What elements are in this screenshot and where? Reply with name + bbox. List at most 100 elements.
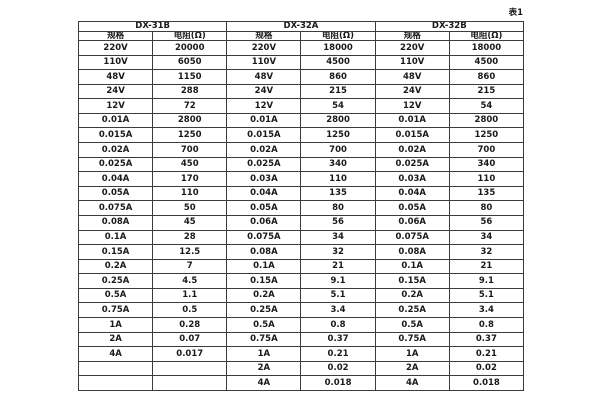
- resistance-cell: 21: [300, 258, 376, 275]
- resistance-cell: 170: [152, 171, 228, 187]
- spec-cell: 0.08A: [77, 214, 154, 231]
- spec-cell: 2A: [77, 331, 154, 348]
- resistance-column-header: 电阻(Ω): [300, 30, 376, 41]
- resistance-cell: 0.017: [152, 346, 228, 362]
- spec-column-header: 规格: [77, 30, 154, 41]
- spec-cell: 0.015A: [374, 127, 450, 144]
- spec-cell: 0.02A: [226, 142, 302, 158]
- spec-cell: 0.02A: [374, 142, 450, 158]
- resistance-cell: 2800: [448, 112, 525, 129]
- table-row: 0.02A 700 0.02A 700 0.02A 700: [77, 142, 525, 158]
- spec-cell: 48V: [226, 69, 302, 85]
- resistance-cell: 340: [448, 156, 525, 173]
- resistance-cell: 12.5: [152, 244, 228, 260]
- resistance-cell: 80: [300, 200, 376, 216]
- resistance-cell: 50: [152, 200, 228, 216]
- resistance-cell: 288: [152, 83, 228, 100]
- resistance-cell: 3.4: [300, 302, 376, 318]
- resistance-cell: 110: [448, 171, 525, 187]
- resistance-cell: 0.018: [300, 375, 376, 391]
- table-row: 0.015A 1250 0.015A 1250 0.015A 1250: [77, 127, 525, 144]
- resistance-cell: 1250: [300, 127, 376, 144]
- resistance-cell: 860: [448, 69, 525, 85]
- table-row: 0.01A 2800 0.01A 2800 0.01A 2800: [77, 112, 525, 129]
- spec-cell: 0.2A: [77, 258, 154, 275]
- spec-cell: 0.03A: [226, 171, 302, 187]
- spec-cell: 24V: [226, 83, 302, 100]
- spec-cell: 0.75A: [374, 331, 450, 348]
- spec-cell: 110V: [374, 54, 450, 71]
- table-row: 48V 1150 48V 860 48V 860: [77, 69, 525, 85]
- table-caption: 表1: [508, 8, 523, 18]
- spec-cell: 4A: [77, 346, 154, 362]
- spec-cell: 12V: [374, 98, 450, 114]
- spec-cell: 12V: [77, 98, 154, 114]
- resistance-cell: 700: [152, 142, 228, 158]
- spec-cell: 12V: [226, 98, 302, 114]
- resistance-cell: 0.8: [300, 316, 376, 333]
- resistance-cell: 20000: [152, 40, 228, 56]
- resistance-cell: [152, 360, 228, 377]
- spec-cell: 0.03A: [374, 171, 450, 187]
- resistance-cell: 56: [448, 214, 525, 231]
- resistance-cell: 18000: [300, 40, 376, 56]
- resistance-cell: 9.1: [300, 273, 376, 289]
- spec-cell: 0.025A: [226, 156, 302, 173]
- resistance-cell: 700: [300, 142, 376, 158]
- table-row: 0.1A 28 0.075A 34 0.075A 34: [77, 229, 525, 246]
- resistance-cell: 2800: [152, 112, 228, 129]
- spec-cell: 0.75A: [77, 302, 154, 318]
- spec-cell: 0.2A: [374, 287, 450, 304]
- table-row: 0.5A 1.1 0.2A 5.1 0.2A 5.1: [77, 287, 525, 304]
- resistance-cell: 0.02: [300, 360, 376, 377]
- spec-cell: 0.015A: [77, 127, 154, 144]
- resistance-cell: 0.37: [448, 331, 525, 348]
- spec-cell: 1A: [374, 346, 450, 362]
- spec-cell: 0.025A: [77, 156, 154, 173]
- table-body: 220V 20000 220V 18000 220V 18000 110V 6050 110V 4…: [77, 40, 525, 391]
- resistance-cell: 700: [448, 142, 525, 158]
- resistance-spec-table: DX-31B DX-32A DX-32B 规格 电阻(Ω) 规格 电阻(Ω) 规格 电阻(Ω) …: [77, 21, 525, 391]
- spec-column-header: 规格: [226, 30, 302, 41]
- spec-cell: 0.25A: [226, 302, 302, 318]
- spec-cell: 24V: [77, 83, 154, 100]
- spec-cell: 0.01A: [374, 112, 450, 129]
- resistance-cell: 0.21: [448, 346, 525, 362]
- resistance-cell: 110: [152, 185, 228, 202]
- table-row: 0.25A 4.5 0.15A 9.1 0.15A 9.1: [77, 273, 525, 289]
- spec-cell: 0.75A: [226, 331, 302, 348]
- spec-cell: 220V: [226, 40, 302, 56]
- resistance-cell: 0.8: [448, 316, 525, 333]
- resistance-cell: 135: [300, 185, 376, 202]
- resistance-cell: 80: [448, 200, 525, 216]
- table-row: 2A 0.07 0.75A 0.37 0.75A 0.37: [77, 331, 525, 348]
- resistance-cell: 5.1: [300, 287, 376, 304]
- spec-cell: 220V: [374, 40, 450, 56]
- spec-cell: 0.5A: [374, 316, 450, 333]
- spec-cell: 48V: [374, 69, 450, 85]
- table-row: 0.08A 45 0.06A 56 0.06A 56: [77, 214, 525, 231]
- resistance-column-header: 电阻(Ω): [448, 30, 525, 41]
- spec-cell: 0.25A: [374, 302, 450, 318]
- resistance-cell: 32: [300, 244, 376, 260]
- spec-cell: 0.01A: [226, 112, 302, 129]
- resistance-cell: 2800: [300, 112, 376, 129]
- table-row: 2A 0.02 2A 0.02: [77, 360, 525, 377]
- resistance-cell: 5.1: [448, 287, 525, 304]
- table-row: 0.2A 7 0.1A 21 0.1A 21: [77, 258, 525, 275]
- spec-cell: 2A: [226, 360, 302, 377]
- table-row: 0.075A 50 0.05A 80 0.05A 80: [77, 200, 525, 216]
- table-row: 0.75A 0.5 0.25A 3.4 0.25A 3.4: [77, 302, 525, 318]
- spec-cell: 0.15A: [77, 244, 154, 260]
- resistance-cell: 4500: [448, 54, 525, 71]
- resistance-cell: 34: [448, 229, 525, 246]
- resistance-cell: 1150: [152, 69, 228, 85]
- resistance-cell: 0.07: [152, 331, 228, 348]
- spec-cell: 0.02A: [77, 142, 154, 158]
- resistance-cell: 6050: [152, 54, 228, 71]
- resistance-cell: 860: [300, 69, 376, 85]
- resistance-cell: 72: [152, 98, 228, 114]
- resistance-cell: 4.5: [152, 273, 228, 289]
- table-row: 4A 0.018 4A 0.018: [77, 375, 525, 391]
- column-header-row: 规格 电阻(Ω) 规格 电阻(Ω) 规格 电阻(Ω): [77, 30, 525, 41]
